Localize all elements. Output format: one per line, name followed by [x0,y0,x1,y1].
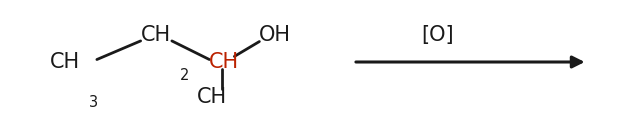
Text: CH: CH [50,52,80,72]
Text: CH: CH [209,52,239,72]
Text: 3: 3 [89,95,98,110]
Text: CH: CH [141,25,171,45]
Text: 2: 2 [179,68,189,83]
Text: CH: CH [197,87,227,107]
Text: OH: OH [259,25,291,45]
Text: [O]: [O] [421,25,454,45]
